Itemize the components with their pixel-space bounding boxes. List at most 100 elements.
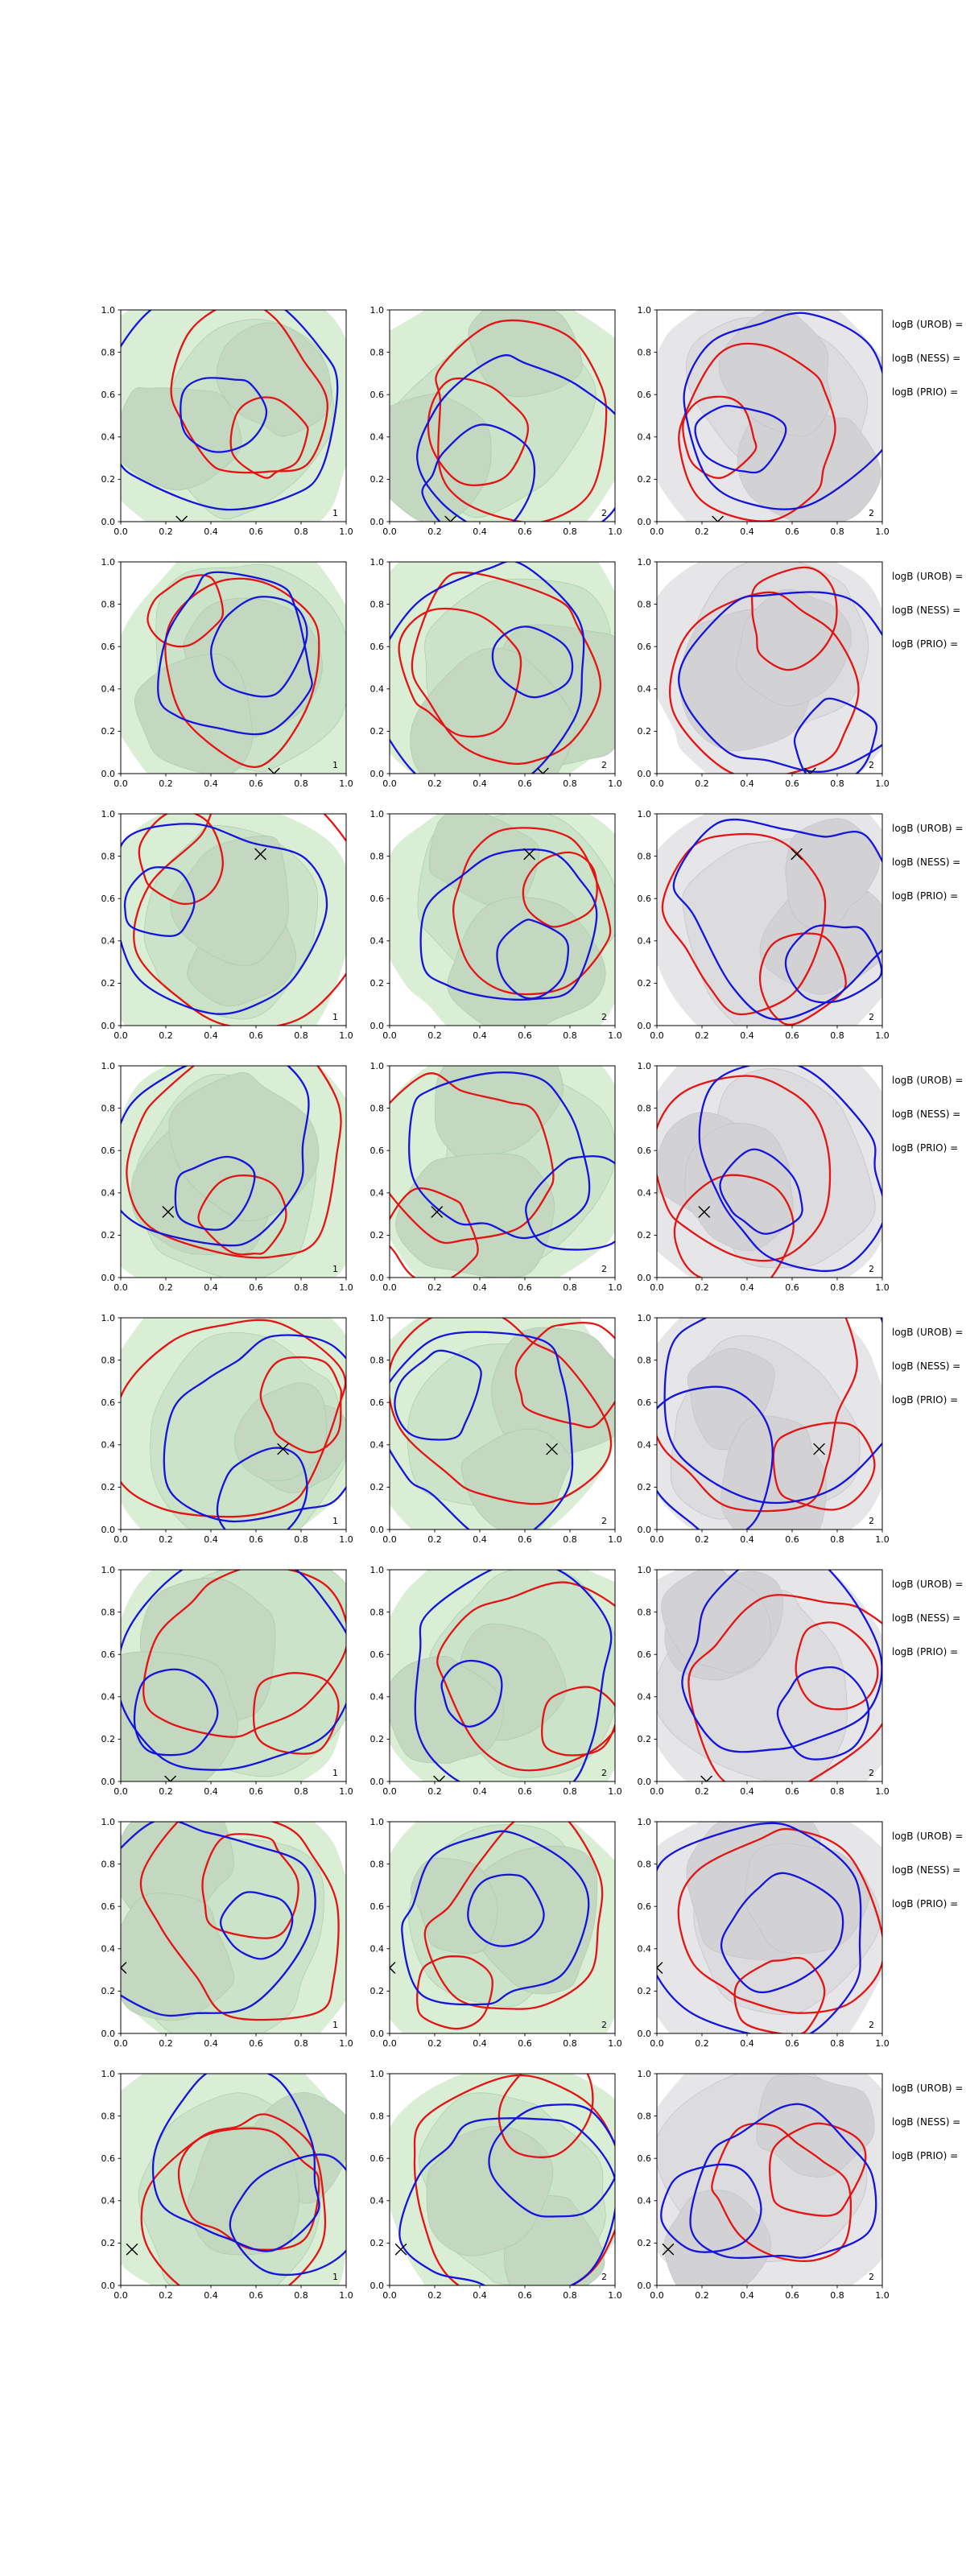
contour-panel-r3c2: 0.00.00.20.20.40.40.60.60.80.81.01.02 <box>370 809 622 1041</box>
density-fill-inner <box>737 402 881 522</box>
y-tick-label: 0.2 <box>638 1986 652 1996</box>
blue-contour <box>229 2153 346 2277</box>
x-tick-label: 0.2 <box>427 526 442 537</box>
y-tick-label: 1.0 <box>638 1313 652 1323</box>
y-tick-label: 0.6 <box>370 1146 385 1156</box>
density-fill-inner <box>121 1893 235 2021</box>
x-tick-label: 0.0 <box>382 2290 397 2301</box>
axes-frame <box>389 561 616 774</box>
corner-count-label: 2 <box>601 1516 607 1526</box>
y-tick-label: 0.6 <box>101 642 116 652</box>
y-tick-label: 1.0 <box>370 1313 385 1323</box>
axes-frame <box>656 1317 883 1530</box>
x-tick-label: 0.8 <box>830 778 844 789</box>
x-marker <box>164 1775 176 1781</box>
blue-contour <box>390 562 585 774</box>
x-tick-label: 0.2 <box>159 1786 173 1797</box>
density-fill-inner <box>426 2125 554 2256</box>
logB-annotation-urob: logB (UROB) = <box>892 2083 964 2094</box>
corner-count-label: 2 <box>601 2272 607 2282</box>
corner-count-label: 2 <box>869 508 874 518</box>
y-tick-label: 0.6 <box>101 2153 116 2164</box>
red-contour <box>133 814 346 1026</box>
x-tick-label: 0.0 <box>382 1030 397 1041</box>
corner-count-label: 2 <box>869 1516 874 1526</box>
y-tick-label: 0.2 <box>101 726 116 737</box>
y-tick-label: 0.4 <box>101 1692 116 1703</box>
y-tick-label: 0.8 <box>370 1859 385 1869</box>
axes-frame <box>389 813 616 1026</box>
x-tick-label: 1.0 <box>608 1534 622 1545</box>
density-fill-layer <box>657 1318 882 1530</box>
contour-panel-r1c1: 0.00.00.20.20.40.40.60.60.80.81.01.01 <box>101 305 353 537</box>
x-marker <box>121 1962 127 1974</box>
x-tick-label: 0.0 <box>114 526 128 537</box>
y-tick-label: 0.6 <box>370 1397 385 1408</box>
x-tick-label: 0.0 <box>382 778 397 789</box>
red-contour <box>733 1957 826 2033</box>
y-tick-label: 0.8 <box>370 1355 385 1365</box>
density-fill-layer <box>121 1318 346 1530</box>
y-tick-label: 0.0 <box>101 1777 116 1787</box>
x-tick-label: 0.6 <box>518 2038 532 2049</box>
y-tick-label: 0.0 <box>638 2029 652 2039</box>
axes-frame <box>389 1821 616 2034</box>
x-tick-label: 0.8 <box>563 2290 577 2301</box>
axes-frame <box>656 1569 883 1782</box>
x-tick-label: 0.4 <box>473 1534 487 1545</box>
density-fill-inner <box>468 310 583 398</box>
density-fill-inner <box>736 588 852 707</box>
x-marker <box>162 1206 175 1218</box>
red-contour <box>452 827 612 996</box>
y-tick-label: 1.0 <box>638 557 652 568</box>
y-tick-label: 0.8 <box>638 2111 652 2121</box>
blue-contour <box>408 1071 591 1240</box>
blue-contour <box>121 310 339 511</box>
blue-contour <box>491 625 574 699</box>
axes-frame <box>656 1821 883 2034</box>
y-tick-label: 1.0 <box>101 1061 116 1071</box>
axes-frame <box>656 1065 883 1278</box>
blue-contour <box>416 354 615 522</box>
x-tick-label: 0.2 <box>695 2038 709 2049</box>
x-tick-label: 0.2 <box>427 1786 442 1797</box>
red-contour <box>541 1686 615 1757</box>
y-tick-label: 1.0 <box>370 1061 385 1071</box>
y-tick-label: 0.0 <box>370 769 385 779</box>
x-tick-label: 0.4 <box>740 1282 754 1293</box>
contour-panel-r7c1: 0.00.00.20.20.40.40.60.60.80.81.01.01 <box>101 1817 353 2049</box>
blue-contour <box>488 2103 615 2218</box>
y-tick-label: 1.0 <box>370 305 385 316</box>
y-tick-label: 0.2 <box>638 2238 652 2248</box>
x-marker <box>254 848 266 861</box>
logB-annotation-urob: logB (UROB) = <box>892 319 964 330</box>
x-tick-label: 0.0 <box>114 1030 128 1041</box>
density-fill-layer <box>121 1822 346 2033</box>
density-fill-layer <box>657 310 882 522</box>
x-tick-label: 0.8 <box>830 1786 844 1797</box>
axes-frame <box>120 309 347 522</box>
y-tick-label: 1.0 <box>370 557 385 568</box>
corner-count-label: 2 <box>601 1264 607 1274</box>
x-tick-label: 1.0 <box>608 778 622 789</box>
x-tick-label: 1.0 <box>875 2290 890 2301</box>
x-tick-label: 0.8 <box>294 1786 308 1797</box>
y-tick-label: 0.4 <box>370 1188 385 1199</box>
y-tick-label: 0.0 <box>101 2281 116 2291</box>
y-tick-label: 0.0 <box>638 1525 652 1535</box>
y-tick-label: 0.2 <box>370 1734 385 1744</box>
x-tick-label: 0.0 <box>650 1534 664 1545</box>
density-fill-layer <box>390 562 615 774</box>
corner-count-label: 2 <box>601 1012 607 1022</box>
x-marker <box>537 767 549 774</box>
red-contour <box>669 591 860 774</box>
logB-annotation-urob: logB (UROB) = <box>892 823 964 834</box>
y-tick-label: 0.4 <box>101 1944 116 1955</box>
x-tick-label: 0.6 <box>785 1030 799 1041</box>
logB-annotation-prio: logB (PRIO) = <box>892 1394 959 1406</box>
y-tick-label: 0.2 <box>370 474 385 485</box>
x-tick-label: 0.0 <box>382 1534 397 1545</box>
blue-contour <box>157 571 313 736</box>
x-tick-label: 0.0 <box>650 1786 664 1797</box>
x-tick-label: 0.8 <box>294 1282 308 1293</box>
